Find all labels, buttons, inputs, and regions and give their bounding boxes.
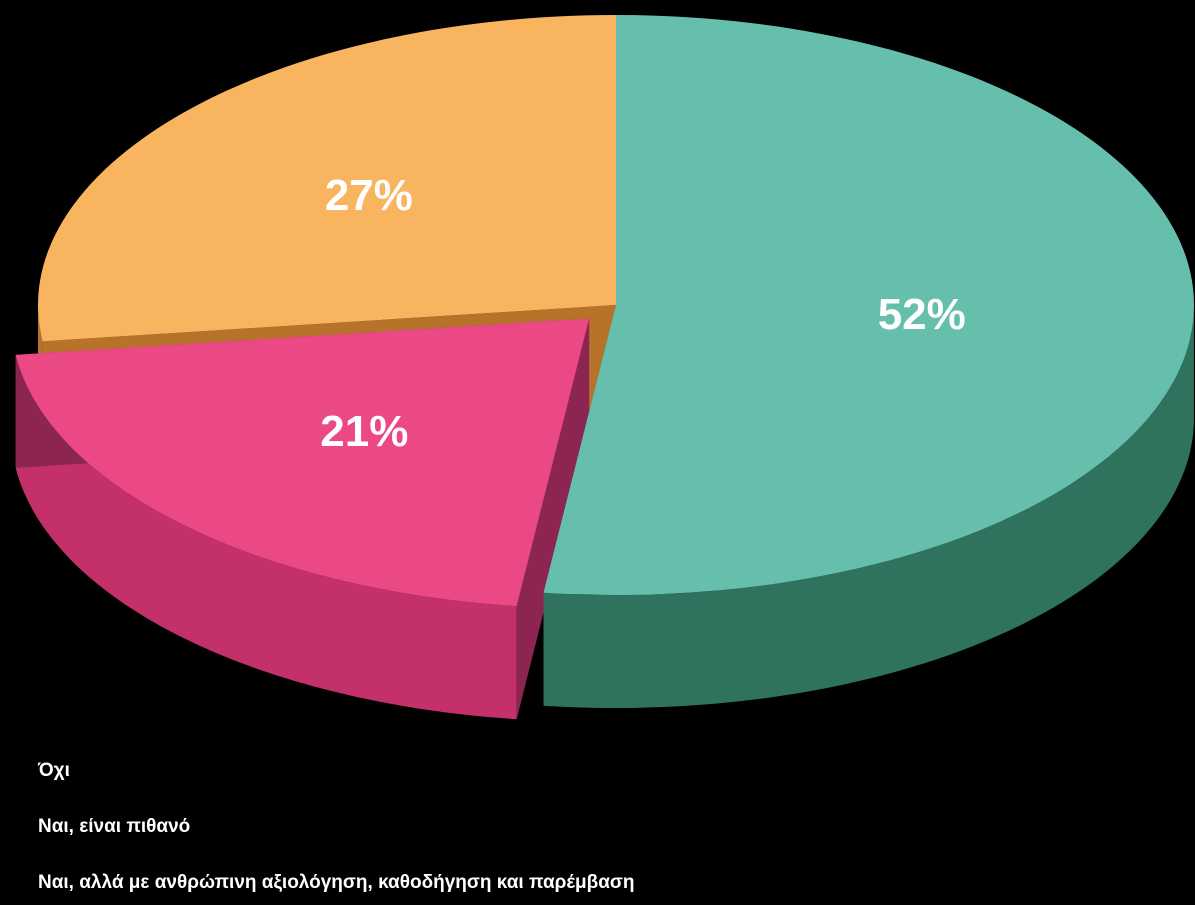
slice-yes-likely — [15, 318, 590, 607]
legend-item-yes-likely: Ναι, είναι πιθανό — [38, 816, 191, 837]
chart-legend: Όχι Ναι, είναι πιθανό Ναι, αλλά με ανθρώ… — [38, 760, 635, 905]
slice-cut-face-yes-likely — [516, 318, 590, 720]
slice-no — [543, 15, 1195, 596]
pie-chart-svg: 52% 21% 27% — [15, 15, 1195, 720]
slice-label-no: 52% — [878, 290, 966, 339]
slice-yes-with-human-oversight — [37, 15, 616, 342]
slice-side-yes-likely — [15, 354, 517, 720]
slice-side-no — [543, 305, 1194, 708]
legend-item-no: Όχι — [38, 760, 70, 781]
legend-item-yes-with-human-oversight: Ναι, αλλά με ανθρώπινη αξιολόγηση, καθοδ… — [38, 872, 635, 893]
slice-label-yes-with-human-oversight: 27% — [325, 171, 413, 220]
slice-label-yes-likely: 21% — [320, 407, 408, 456]
